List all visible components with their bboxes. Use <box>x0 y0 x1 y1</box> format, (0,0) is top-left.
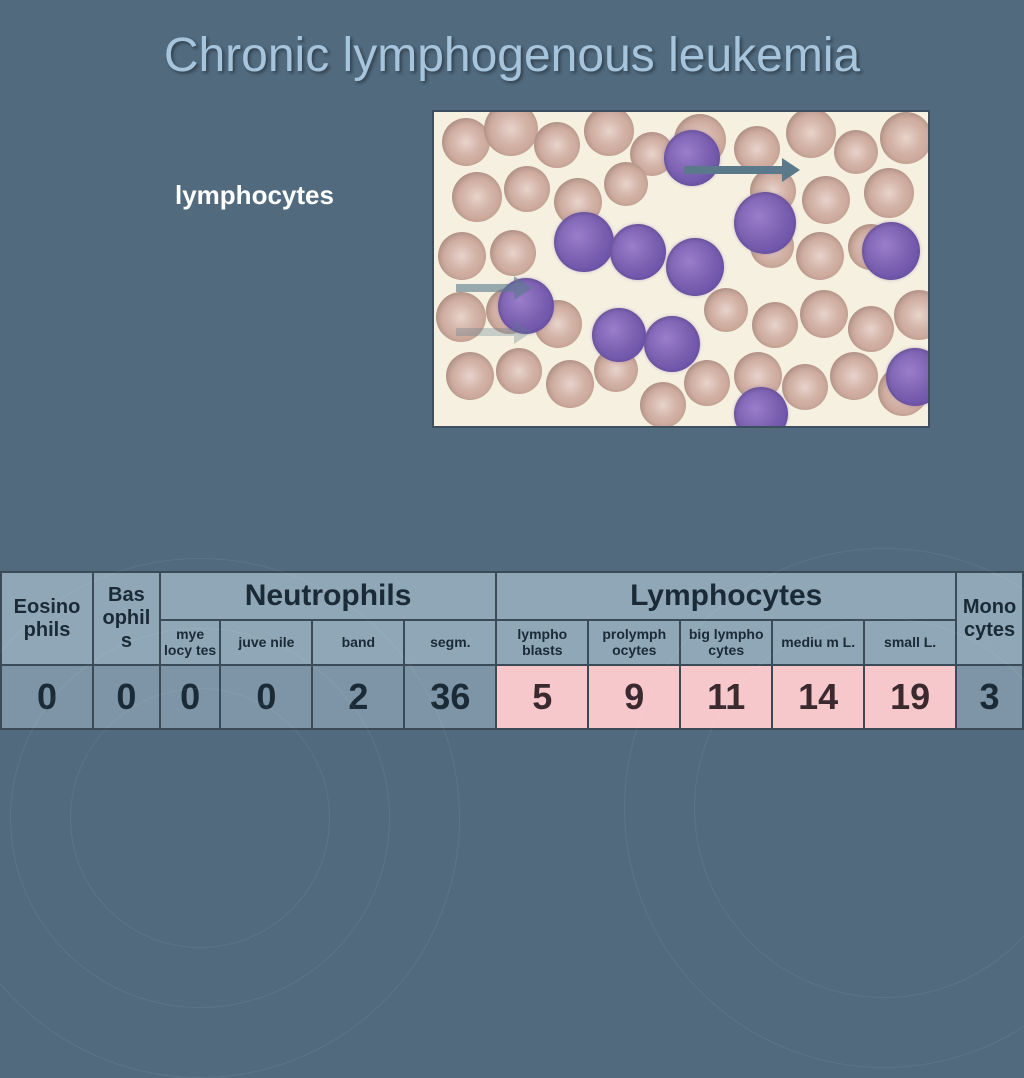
red-blood-cell <box>786 110 836 158</box>
red-blood-cell <box>546 360 594 408</box>
red-blood-cell <box>446 352 494 400</box>
lymphocyte-cell <box>734 387 788 428</box>
red-blood-cell <box>834 130 878 174</box>
red-blood-cell <box>894 290 930 340</box>
red-blood-cell <box>442 118 490 166</box>
col-lympho-0: lympho blasts <box>496 620 588 665</box>
content-area: lymphocytes <box>0 110 1024 430</box>
pointer-arrow <box>456 284 516 292</box>
val-lympho-0: 5 <box>496 665 588 729</box>
col-lympho-1: prolymph ocytes <box>588 620 680 665</box>
red-blood-cell <box>796 232 844 280</box>
red-blood-cell <box>752 302 798 348</box>
lymphocyte-cell <box>592 308 646 362</box>
slide-title: Chronic lymphogenous leukemia <box>0 0 1024 83</box>
decorative-ring <box>70 688 330 948</box>
lymphocyte-cell <box>666 238 724 296</box>
pointer-arrow <box>456 328 516 336</box>
lymphocytes-label: lymphocytes <box>175 180 334 211</box>
lymphocyte-cell <box>862 222 920 280</box>
red-blood-cell <box>452 172 502 222</box>
red-blood-cell <box>484 110 538 156</box>
red-blood-cell <box>490 230 536 276</box>
lymphocyte-cell <box>644 316 700 372</box>
red-blood-cell <box>864 168 914 218</box>
micrograph-image <box>432 110 930 428</box>
red-blood-cell <box>504 166 550 212</box>
red-blood-cell <box>640 382 686 428</box>
red-blood-cell <box>782 364 828 410</box>
lymphocyte-cell <box>664 130 720 186</box>
red-blood-cell <box>684 360 730 406</box>
col-neutro-3: segm. <box>404 620 496 665</box>
lymphocyte-cell <box>554 212 614 272</box>
red-blood-cell <box>604 162 648 206</box>
lymphocyte-cell <box>610 224 666 280</box>
red-blood-cell <box>438 232 486 280</box>
red-blood-cell <box>534 122 580 168</box>
red-blood-cell <box>704 288 748 332</box>
red-blood-cell <box>848 306 894 352</box>
red-blood-cell <box>880 112 930 164</box>
red-blood-cell <box>800 290 848 338</box>
lymphocyte-cell <box>734 192 796 254</box>
red-blood-cell <box>496 348 542 394</box>
red-blood-cell <box>830 352 878 400</box>
red-blood-cell <box>584 110 634 156</box>
red-blood-cell <box>802 176 850 224</box>
pointer-arrow <box>684 166 784 174</box>
